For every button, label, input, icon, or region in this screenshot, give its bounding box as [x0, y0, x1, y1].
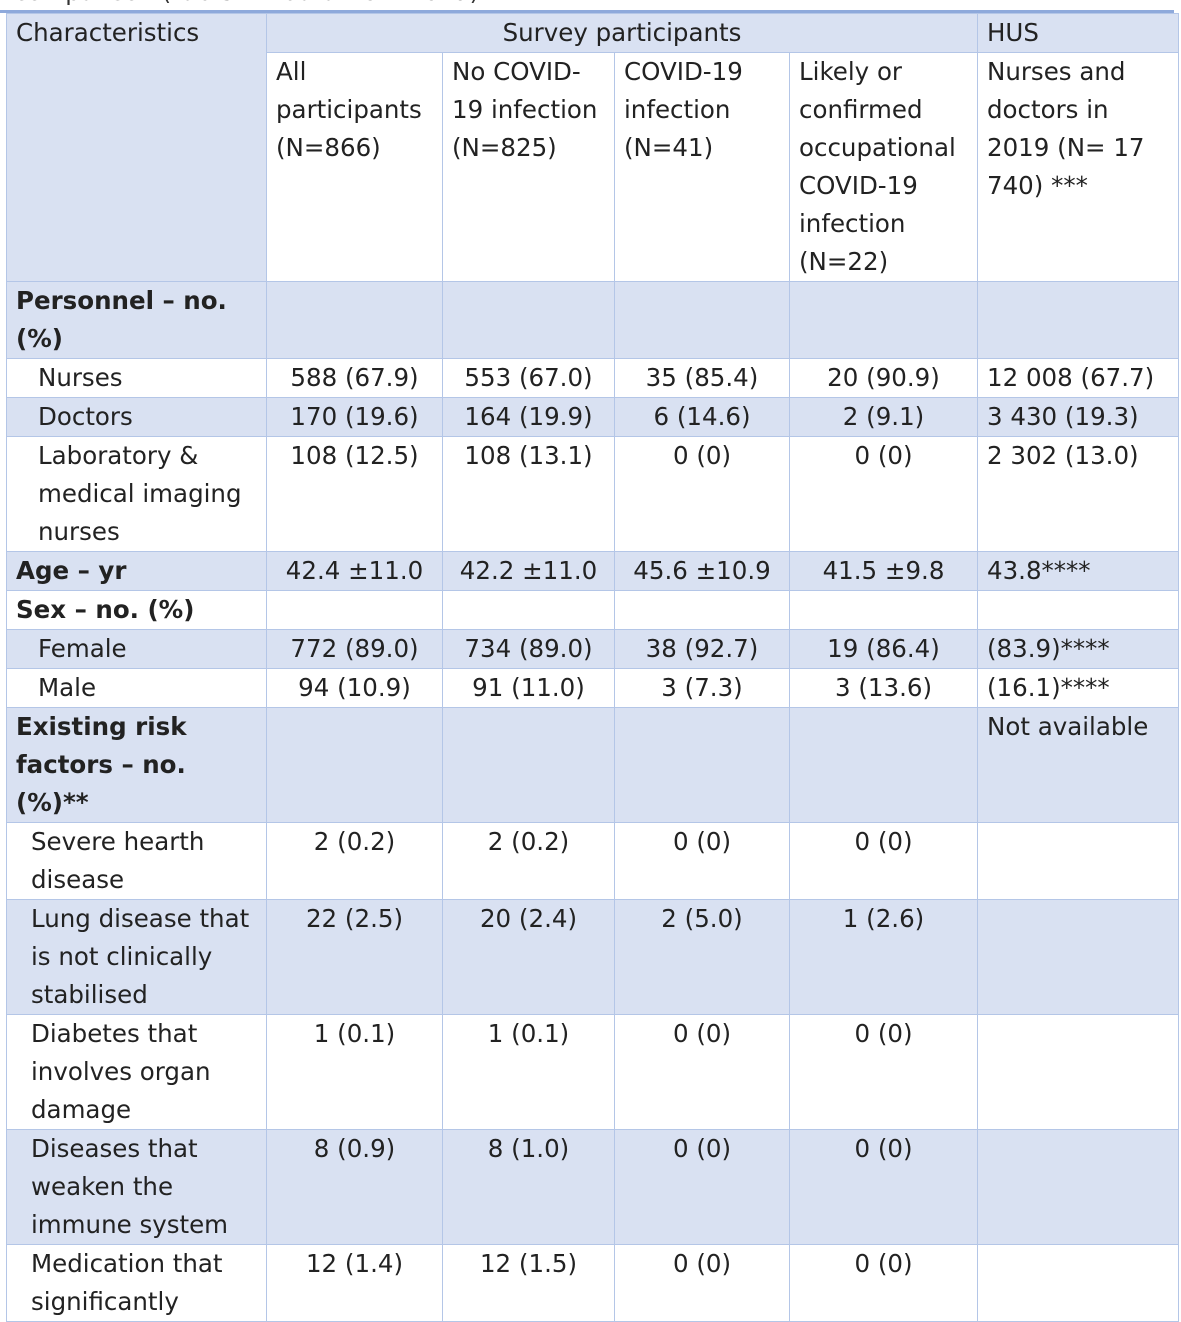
cell-no-covid: 553 (67.0) — [442, 358, 615, 398]
table-top-rule — [0, 10, 1174, 13]
cell-covid: 35 (85.4) — [614, 358, 790, 398]
cell-all: 8 (0.9) — [266, 1129, 443, 1245]
cell-all: 588 (67.9) — [266, 358, 443, 398]
cell-no-covid: 91 (11.0) — [442, 668, 615, 708]
row-label: Personnel – no. (%) — [6, 281, 267, 359]
table-row-sex: Sex – no. (%) — [6, 590, 1179, 630]
table-row-medication: Medication that significantly 12 (1.4) 1… — [6, 1244, 1179, 1322]
characteristics-table: Characteristics Survey participants HUS … — [6, 13, 1179, 1322]
row-label: Existing risk factors – no. (%)** — [6, 707, 267, 823]
cell-hus: 43.8**** — [977, 551, 1179, 591]
cell-hus: Not available — [977, 707, 1179, 823]
cell-occupational: 19 (86.4) — [789, 629, 978, 669]
table-caption-fragment: comparison (Table 1 – data from 2019) — [0, 0, 1181, 10]
cell-covid: 0 (0) — [614, 1014, 790, 1130]
cell-all: 2 (0.2) — [266, 822, 443, 900]
cell-all: 108 (12.5) — [266, 436, 443, 552]
cell-hus — [977, 899, 1179, 1015]
cell-covid: 3 (7.3) — [614, 668, 790, 708]
cell-occupational: 1 (2.6) — [789, 899, 978, 1015]
header-characteristics: Characteristics — [6, 13, 267, 282]
cell-no-covid: 108 (13.1) — [442, 436, 615, 552]
cell-all: 42.4 ±11.0 — [266, 551, 443, 591]
row-label: Diseases that weaken the immune system — [6, 1129, 267, 1245]
cell-covid: 0 (0) — [614, 436, 790, 552]
cell-covid: 0 (0) — [614, 1244, 790, 1322]
table-row-heart-disease: Severe hearth disease 2 (0.2) 2 (0.2) 0 … — [6, 822, 1179, 900]
header-covid: COVID-19 infection (N=41) — [614, 52, 790, 282]
row-label: Female — [6, 629, 267, 669]
table-row-age: Age – yr 42.4 ±11.0 42.2 ±11.0 45.6 ±10.… — [6, 551, 1179, 591]
table-header-column-row: All participants (N=866) No COVID-19 inf… — [7, 52, 1179, 282]
cell-all: 12 (1.4) — [266, 1244, 443, 1322]
cell-hus: 2 302 (13.0) — [977, 436, 1179, 552]
cell-covid: 0 (0) — [614, 822, 790, 900]
table-row-male: Male 94 (10.9) 91 (11.0) 3 (7.3) 3 (13.6… — [6, 668, 1179, 708]
cell-hus: (83.9)**** — [977, 629, 1179, 669]
table-header-group-row: Characteristics Survey participants HUS — [6, 13, 1179, 282]
cell-all: 94 (10.9) — [266, 668, 443, 708]
row-label: Laboratory & medical imaging nurses — [6, 436, 267, 552]
table-row-lung-disease: Lung disease that is not clinically stab… — [6, 899, 1179, 1015]
cell-occupational: 3 (13.6) — [789, 668, 978, 708]
cell-all: 22 (2.5) — [266, 899, 443, 1015]
row-label: Severe hearth disease — [6, 822, 267, 900]
cell-occupational: 0 (0) — [789, 822, 978, 900]
header-hus-2019: Nurses and doctors in 2019 (N= 17 740) *… — [977, 52, 1179, 282]
cell-covid: 45.6 ±10.9 — [614, 551, 790, 591]
table-row-personnel: Personnel – no. (%) — [6, 281, 1179, 359]
cell-occupational: 0 (0) — [789, 1244, 978, 1322]
cell-covid: 0 (0) — [614, 1129, 790, 1245]
cell-no-covid: 12 (1.5) — [442, 1244, 615, 1322]
row-label: Lung disease that is not clinically stab… — [6, 899, 267, 1015]
cell-no-covid: 42.2 ±11.0 — [442, 551, 615, 591]
table-row-lab-imaging-nurses: Laboratory & medical imaging nurses 108 … — [6, 436, 1179, 552]
table-row-risk-factors: Existing risk factors – no. (%)** Not av… — [6, 707, 1179, 823]
header-survey-participants: Survey participants — [266, 13, 978, 53]
cell-no-covid: 164 (19.9) — [442, 397, 615, 437]
cell-occupational: 0 (0) — [789, 436, 978, 552]
header-all-participants: All participants (N=866) — [266, 52, 443, 282]
header-occupational-covid: Likely or confirmed occupational COVID-1… — [789, 52, 978, 282]
cell-all: 1 (0.1) — [266, 1014, 443, 1130]
row-label: Medication that significantly — [6, 1244, 267, 1322]
cell-hus: (16.1)**** — [977, 668, 1179, 708]
row-label: Diabetes that involves organ damage — [6, 1014, 267, 1130]
row-label: Age – yr — [6, 551, 267, 591]
cell-no-covid: 20 (2.4) — [442, 899, 615, 1015]
cell-no-covid: 8 (1.0) — [442, 1129, 615, 1245]
cell-occupational: 0 (0) — [789, 1014, 978, 1130]
cell-occupational: 20 (90.9) — [789, 358, 978, 398]
cell-occupational: 0 (0) — [789, 1129, 978, 1245]
header-hus: HUS — [977, 13, 1179, 53]
table-row-immune-diseases: Diseases that weaken the immune system 8… — [6, 1129, 1179, 1245]
cell-no-covid: 2 (0.2) — [442, 822, 615, 900]
table-row-nurses: Nurses 588 (67.9) 553 (67.0) 35 (85.4) 2… — [6, 358, 1179, 398]
table-row-female: Female 772 (89.0) 734 (89.0) 38 (92.7) 1… — [6, 629, 1179, 669]
cell-hus: 3 430 (19.3) — [977, 397, 1179, 437]
row-label: Nurses — [6, 358, 267, 398]
row-label: Male — [6, 668, 267, 708]
table-row-diabetes: Diabetes that involves organ damage 1 (0… — [6, 1014, 1179, 1130]
cell-hus — [977, 1244, 1179, 1322]
table-row-doctors: Doctors 170 (19.6) 164 (19.9) 6 (14.6) 2… — [6, 397, 1179, 437]
cell-hus — [977, 822, 1179, 900]
cell-all: 170 (19.6) — [266, 397, 443, 437]
cell-hus — [977, 1129, 1179, 1245]
row-label: Doctors — [6, 397, 267, 437]
cell-hus — [977, 1014, 1179, 1130]
row-label: Sex – no. (%) — [6, 590, 267, 630]
header-no-covid: No COVID-19 infection (N=825) — [442, 52, 615, 282]
cell-no-covid: 734 (89.0) — [442, 629, 615, 669]
cell-occupational: 2 (9.1) — [789, 397, 978, 437]
cell-occupational: 41.5 ±9.8 — [789, 551, 978, 591]
cell-hus: 12 008 (67.7) — [977, 358, 1179, 398]
cell-covid: 2 (5.0) — [614, 899, 790, 1015]
cell-all: 772 (89.0) — [266, 629, 443, 669]
cell-covid: 6 (14.6) — [614, 397, 790, 437]
cell-no-covid: 1 (0.1) — [442, 1014, 615, 1130]
cell-covid: 38 (92.7) — [614, 629, 790, 669]
